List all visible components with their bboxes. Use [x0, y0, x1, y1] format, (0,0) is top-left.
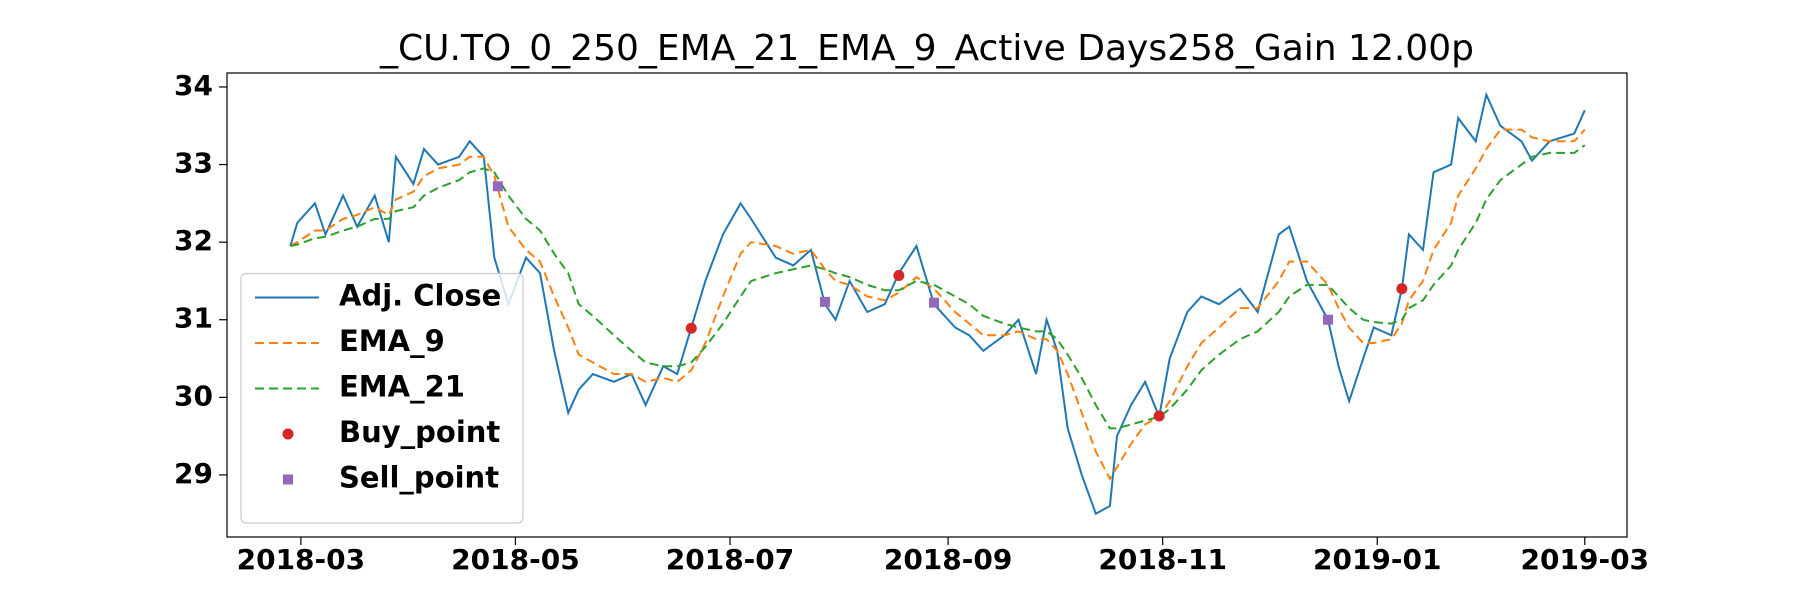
- sell-point: [819, 296, 830, 307]
- buy-point: [1396, 283, 1408, 295]
- x-tick-label: 2019-01: [1313, 543, 1442, 576]
- buy-point: [685, 322, 697, 334]
- x-tick-label: 2018-03: [237, 543, 366, 576]
- legend-label: EMA_21: [339, 370, 465, 404]
- x-tick-label: 2018-07: [666, 543, 795, 576]
- legend-marker: [283, 474, 293, 485]
- x-tick-label: 2018-05: [451, 543, 580, 576]
- legend-marker: [282, 428, 294, 440]
- sell-point: [929, 297, 940, 308]
- y-tick-label: 31: [174, 302, 213, 335]
- legend-box: [240, 272, 524, 524]
- buy-point: [1153, 410, 1165, 422]
- series-line: [289, 91, 1586, 516]
- series-line: [289, 128, 1586, 481]
- chart-title: _CU.TO_0_250_EMA_21_EMA_9_Active Days258…: [379, 28, 1474, 69]
- sell-point: [492, 181, 503, 192]
- legend-label: Sell_point: [339, 461, 499, 495]
- x-tick-label: 2018-09: [884, 543, 1013, 576]
- y-tick-label: 32: [174, 224, 213, 257]
- y-tick-label: 33: [174, 147, 213, 180]
- y-tick-label: 30: [174, 379, 213, 412]
- y-tick-label: 29: [174, 457, 213, 490]
- sell-point: [1323, 314, 1334, 325]
- x-tick-label: 2018-11: [1098, 543, 1227, 576]
- buy-point: [893, 270, 905, 282]
- y-tick-label: 34: [174, 69, 213, 102]
- legend-label: Buy_point: [339, 415, 500, 449]
- series-line: [290, 144, 1586, 430]
- plot-frame: [226, 72, 1628, 538]
- x-tick-label: 2019-03: [1521, 543, 1650, 576]
- legend-label: Adj. Close: [339, 279, 501, 313]
- legend-label: EMA_9: [339, 324, 445, 358]
